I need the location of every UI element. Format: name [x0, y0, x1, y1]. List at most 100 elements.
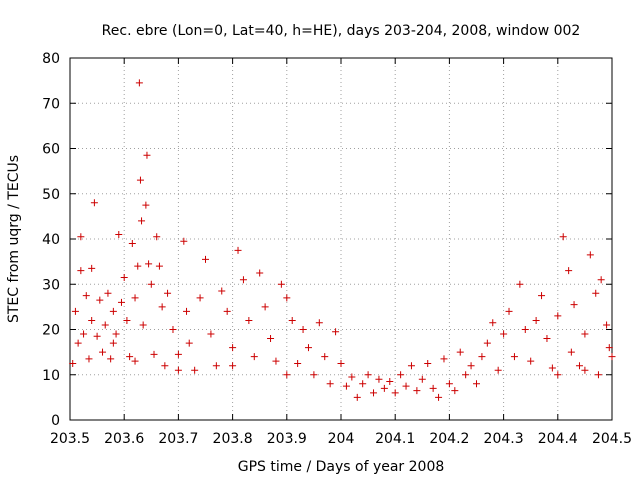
data-point	[196, 294, 204, 302]
data-point	[161, 362, 169, 370]
data-point	[456, 348, 464, 356]
data-point	[364, 371, 372, 379]
data-point	[183, 307, 191, 315]
x-tick-label: 203.6	[104, 431, 144, 447]
x-tick-label: 204.4	[538, 431, 578, 447]
data-point	[505, 307, 513, 315]
data-point	[283, 371, 291, 379]
data-point	[435, 393, 443, 401]
data-point	[180, 237, 188, 245]
data-point	[202, 255, 209, 263]
data-point	[223, 307, 231, 315]
data-point	[93, 332, 101, 340]
x-tick-label: 204.5	[592, 431, 632, 447]
data-point	[380, 384, 388, 392]
x-tick-label: 203.8	[213, 431, 253, 447]
data-point	[101, 321, 109, 329]
data-point	[397, 371, 405, 379]
data-point	[299, 326, 307, 333]
data-point	[115, 230, 123, 238]
y-tick-label: 60	[42, 142, 60, 158]
y-axis-label: STEC from uqrg / TECUs	[6, 155, 22, 323]
data-point	[126, 353, 134, 361]
data-point	[337, 359, 345, 367]
data-point	[527, 357, 535, 365]
x-tick-label: 203.7	[158, 431, 198, 447]
data-point	[77, 267, 85, 275]
x-tick-label: 204.3	[484, 431, 524, 447]
data-point	[80, 330, 88, 338]
chart-title: Rec. ebre (Lon=0, Lat=40, h=HE), days 20…	[102, 23, 581, 39]
data-point	[581, 366, 589, 374]
data-point	[418, 375, 426, 383]
data-point	[71, 307, 79, 315]
data-point	[134, 262, 142, 270]
data-point	[164, 289, 172, 297]
x-tick-label: 203.5	[50, 431, 90, 447]
data-point	[451, 387, 459, 395]
data-point	[109, 339, 117, 347]
data-point	[348, 373, 356, 381]
data-point	[478, 353, 486, 361]
data-point	[462, 371, 470, 379]
data-point	[147, 280, 155, 288]
data-point	[359, 380, 367, 388]
data-point	[391, 389, 399, 397]
data-point	[150, 350, 158, 358]
data-point	[245, 316, 253, 324]
data-point	[597, 276, 605, 284]
data-point	[234, 246, 242, 254]
data-point	[256, 269, 264, 277]
data-point	[554, 371, 562, 379]
data-point	[315, 319, 323, 327]
data-point	[139, 321, 147, 329]
data-point	[120, 273, 128, 281]
data-point	[543, 335, 551, 343]
data-point	[112, 330, 120, 338]
data-point	[603, 321, 611, 329]
data-point	[581, 330, 589, 338]
data-point	[559, 233, 567, 241]
data-point	[521, 326, 529, 333]
data-point	[69, 359, 77, 367]
data-point	[332, 328, 340, 336]
data-point	[538, 292, 546, 300]
data-point	[250, 353, 258, 361]
y-tick-label: 50	[42, 187, 60, 203]
data-point	[239, 276, 247, 284]
data-point	[483, 339, 491, 347]
data-point	[567, 348, 575, 356]
data-point	[143, 151, 151, 159]
data-point	[185, 339, 193, 347]
data-point	[494, 366, 502, 374]
data-points	[69, 79, 616, 401]
data-point	[532, 316, 540, 324]
data-point	[145, 260, 153, 268]
y-tick-label: 70	[42, 96, 60, 112]
x-tick-label: 204.1	[375, 431, 415, 447]
data-point	[283, 294, 291, 302]
data-point	[370, 389, 378, 397]
data-point	[570, 301, 578, 309]
data-point	[229, 362, 237, 370]
data-point	[500, 330, 508, 338]
data-point	[304, 344, 312, 352]
y-tick-label: 80	[42, 51, 60, 67]
y-tick-label: 40	[42, 232, 60, 248]
data-point	[136, 176, 144, 184]
data-point	[74, 339, 82, 347]
data-point	[207, 330, 215, 338]
data-point	[158, 303, 166, 311]
data-point	[407, 362, 415, 370]
data-point	[586, 251, 594, 259]
data-point	[88, 316, 96, 324]
data-point	[109, 307, 117, 315]
data-point	[90, 199, 98, 207]
y-tick-label: 0	[51, 413, 60, 429]
data-point	[272, 357, 280, 365]
data-point	[229, 344, 237, 352]
data-point	[117, 298, 125, 306]
data-point	[594, 371, 602, 379]
x-axis-label: GPS time / Days of year 2008	[238, 459, 445, 475]
data-point	[592, 289, 600, 297]
